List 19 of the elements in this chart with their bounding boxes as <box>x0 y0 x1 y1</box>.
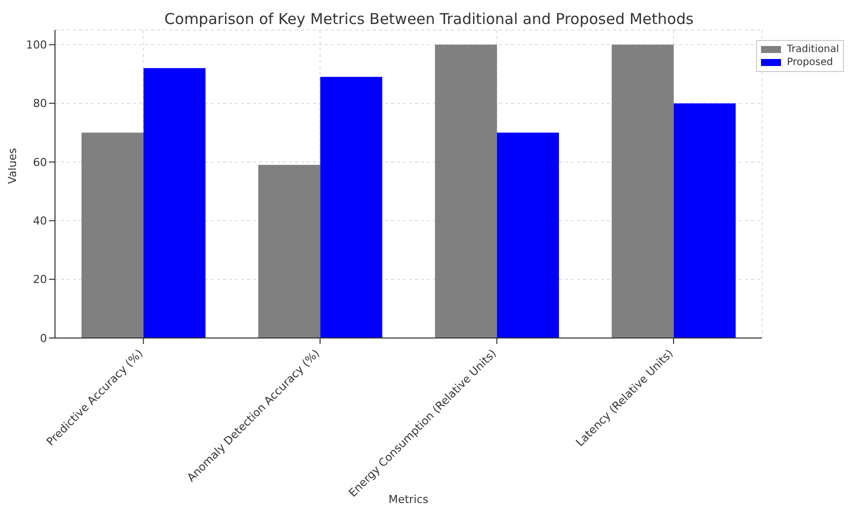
y-tick-label: 0 <box>40 332 47 345</box>
bar <box>612 44 674 338</box>
bar <box>674 103 736 338</box>
y-tick-label: 100 <box>26 38 47 52</box>
bar <box>144 68 206 338</box>
bar <box>434 44 497 338</box>
y-tick-label: 80 <box>33 97 47 110</box>
y-tick-label: 20 <box>33 273 47 286</box>
x-axis-title: Metrics <box>388 493 429 506</box>
legend-label: Traditional <box>786 43 839 56</box>
bar <box>82 132 144 338</box>
y-axis-title: Values <box>6 148 19 184</box>
legend-label: Proposed <box>786 56 833 69</box>
bar <box>496 132 559 338</box>
y-tick-label: 60 <box>33 156 47 169</box>
y-tick-label: 40 <box>33 214 47 228</box>
chart-title: Comparison of Key Metrics Between Traditional and Proposed Methods <box>163 10 695 28</box>
bar <box>258 164 320 338</box>
bar <box>320 76 382 338</box>
